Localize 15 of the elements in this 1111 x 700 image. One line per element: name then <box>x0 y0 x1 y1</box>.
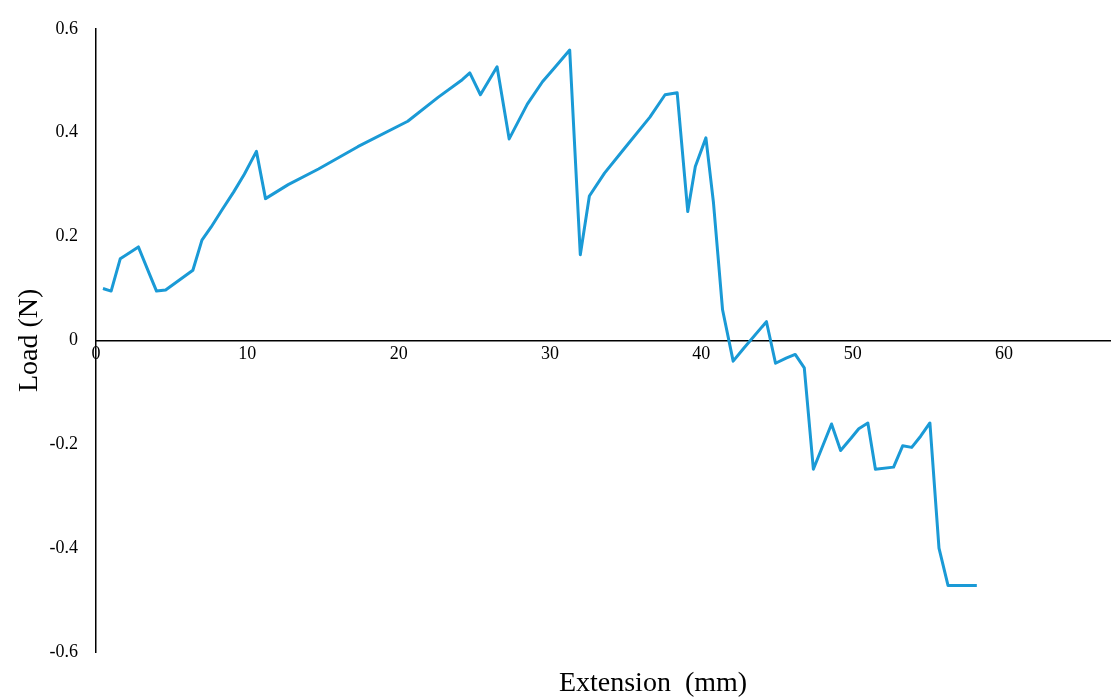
y-tick-label: 0.2 <box>55 225 78 246</box>
x-tick-label: 40 <box>692 342 711 363</box>
x-tick-label: 20 <box>389 342 408 363</box>
y-tick-label: -0.2 <box>49 433 78 453</box>
y-tick-label: 0.6 <box>55 17 78 38</box>
y-axis-title: Load (N) <box>12 288 44 393</box>
y-tick-label: 0 <box>69 329 78 350</box>
y-tick-label: 0.4 <box>55 121 78 142</box>
y-tick-label: -0.4 <box>49 536 78 557</box>
x-tick-label: 30 <box>541 342 560 363</box>
x-tick-label: 10 <box>238 342 257 363</box>
y-tick-label: -0.6 <box>49 640 78 661</box>
x-tick-label: 50 <box>843 342 862 363</box>
x-tick-label: 60 <box>995 342 1014 363</box>
x-axis-title: Extension (mm) <box>558 666 748 698</box>
